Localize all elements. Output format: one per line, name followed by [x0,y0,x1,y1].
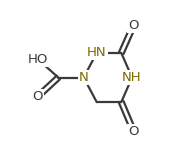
Text: HN: HN [87,46,107,59]
Text: O: O [32,90,43,103]
Text: N: N [79,71,89,84]
Text: HO: HO [27,53,48,66]
Text: O: O [128,19,139,32]
Text: O: O [128,125,139,138]
Text: NH: NH [122,71,142,84]
